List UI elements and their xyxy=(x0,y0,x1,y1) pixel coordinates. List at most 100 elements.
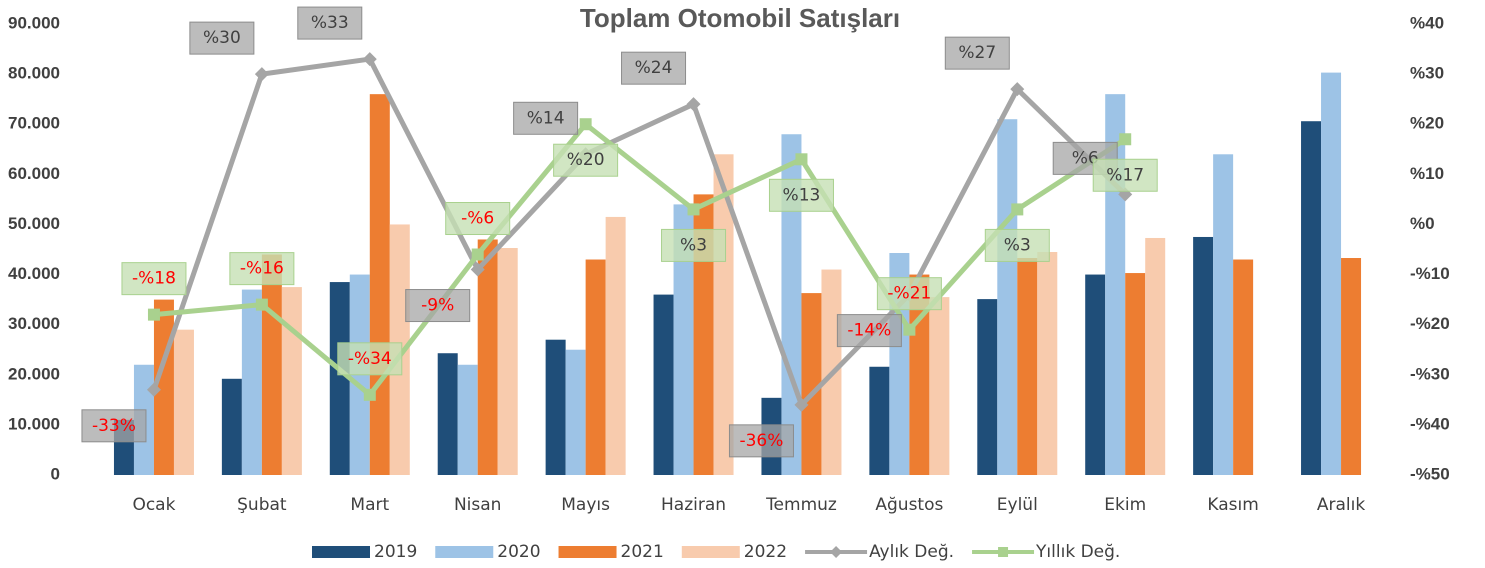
data-label: %24 xyxy=(635,58,673,78)
y-tick-label: 70.000 xyxy=(8,114,60,133)
x-tick-label: Aralık xyxy=(1317,495,1365,515)
bar xyxy=(1213,154,1233,475)
bar xyxy=(370,94,390,475)
bar xyxy=(242,290,262,475)
data-label: %3 xyxy=(1004,235,1031,255)
y2-tick-label: %0 xyxy=(1410,214,1435,233)
bar xyxy=(977,299,997,475)
x-tick-label: Mayıs xyxy=(561,495,610,515)
legend-swatch xyxy=(312,546,370,558)
y-tick-label: 0 xyxy=(51,464,60,483)
y-tick-label: 30.000 xyxy=(8,314,60,333)
bar xyxy=(929,297,949,475)
y2-tick-label: %30 xyxy=(1410,64,1444,83)
y2-tick-label: -%20 xyxy=(1410,314,1450,333)
x-tick-label: Ekim xyxy=(1104,495,1146,515)
marker xyxy=(1011,203,1023,215)
data-label: -%18 xyxy=(132,269,176,289)
legend-marker xyxy=(998,547,1008,557)
data-label: -33% xyxy=(92,416,136,436)
legend-swatch xyxy=(559,546,617,558)
data-label: -%6 xyxy=(461,209,494,229)
x-tick-label: Mart xyxy=(350,495,389,515)
y-tick-label: 10.000 xyxy=(8,414,60,433)
x-tick-label: Nisan xyxy=(454,495,502,515)
y-tick-label: 60.000 xyxy=(8,164,60,183)
x-tick-label: Temmuz xyxy=(765,495,837,515)
chart: Toplam Otomobil Satışları 010.00020.0003… xyxy=(0,0,1485,568)
data-label: -%21 xyxy=(887,284,931,304)
legend-swatch xyxy=(435,546,493,558)
x-tick-label: Eylül xyxy=(997,495,1038,515)
bar xyxy=(478,239,498,475)
legend-label: 2021 xyxy=(621,542,664,562)
marker xyxy=(795,153,807,165)
y-tick-label: 50.000 xyxy=(8,214,60,233)
bar xyxy=(566,350,586,475)
bar xyxy=(1085,275,1105,475)
marker xyxy=(256,299,268,311)
y2-tick-label: %40 xyxy=(1410,13,1444,32)
bar xyxy=(606,217,626,475)
bar xyxy=(174,330,194,475)
bar xyxy=(997,119,1017,475)
y2-tick-label: -%30 xyxy=(1410,364,1450,383)
bar xyxy=(222,379,242,475)
marker xyxy=(1119,133,1131,145)
data-label: %33 xyxy=(311,13,349,33)
data-label: %17 xyxy=(1106,165,1144,185)
x-tick-label: Kasım xyxy=(1207,495,1258,515)
y-tick-label: 80.000 xyxy=(8,64,60,83)
legend-label: 2020 xyxy=(497,542,540,562)
legend-label: 2022 xyxy=(744,542,787,562)
x-tick-label: Ağustos xyxy=(875,495,943,515)
marker xyxy=(688,203,700,215)
data-label: %13 xyxy=(783,185,821,205)
bar xyxy=(498,248,518,475)
data-label: %20 xyxy=(567,150,605,170)
bar xyxy=(1145,238,1165,475)
y-tick-label: 20.000 xyxy=(8,364,60,383)
marker xyxy=(148,309,160,321)
y2-tick-label: %10 xyxy=(1410,164,1444,183)
y-tick-label: 40.000 xyxy=(8,264,60,283)
marker xyxy=(255,67,269,81)
legend-label: 2019 xyxy=(374,542,417,562)
y2-tick-label: %20 xyxy=(1410,114,1444,133)
marker xyxy=(903,324,915,336)
legend-marker xyxy=(830,546,842,558)
marker xyxy=(364,389,376,401)
data-label: -9% xyxy=(421,296,454,316)
bar xyxy=(1321,73,1341,475)
marker xyxy=(472,249,484,261)
bar xyxy=(654,295,674,475)
y2-tick-label: -%10 xyxy=(1410,264,1450,283)
bar xyxy=(1301,121,1321,475)
y2-tick-label: -%40 xyxy=(1410,414,1450,433)
data-label: -%34 xyxy=(348,349,392,369)
data-label: -36% xyxy=(739,431,783,451)
data-label: %3 xyxy=(680,235,707,255)
data-label: %14 xyxy=(527,108,565,128)
legend-label: Aylık Değ. xyxy=(869,542,954,562)
bar xyxy=(586,260,606,475)
bar xyxy=(458,365,478,475)
bar xyxy=(1193,237,1213,475)
bar xyxy=(1017,258,1037,475)
bar xyxy=(438,353,458,475)
bar xyxy=(1125,273,1145,475)
x-tick-label: Şubat xyxy=(237,495,287,515)
y-tick-label: 90.000 xyxy=(8,13,60,32)
bar xyxy=(546,340,566,475)
bar xyxy=(1233,260,1253,475)
bar xyxy=(1341,258,1361,475)
legend-swatch xyxy=(682,546,740,558)
x-tick-label: Ocak xyxy=(132,495,175,515)
bar xyxy=(262,255,282,475)
marker xyxy=(580,118,592,130)
legend-label: Yıllık Değ. xyxy=(1035,542,1120,562)
data-label: %30 xyxy=(203,28,241,48)
data-label: -14% xyxy=(847,321,891,341)
bar xyxy=(869,367,889,475)
data-label: -%16 xyxy=(240,259,284,279)
